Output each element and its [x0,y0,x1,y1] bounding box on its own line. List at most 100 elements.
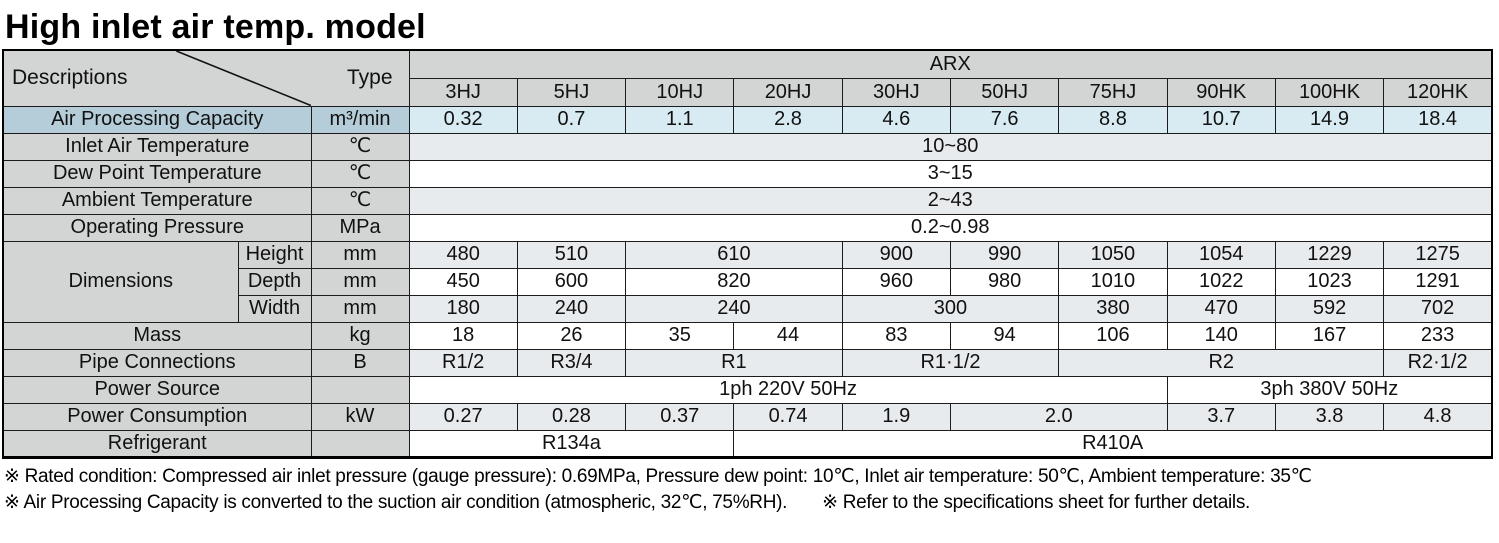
model-header-30hj: 30HJ [841,77,951,107]
value-cell: 1ph 220V 50Hz [408,375,1168,404]
value-cell: 960 [841,267,951,296]
spec-row-pipe-connections: Pipe Connections B R1/2 R3/4 R1 R1·1/2 R2 R2·1/… [2,348,1493,377]
row-label-pipe-connections: Pipe Connections [2,348,312,377]
row-label-air-processing-capacity: Air Processing Capacity [2,105,312,134]
value-cell: 1.1 [625,105,735,134]
spec-table-head: Descriptions Type ARX 3HJ 5HJ 10HJ 20HJ 30HJ… [2,49,1493,107]
row-unit-dimensions-depth: mm [310,267,410,296]
spec-table: Descriptions Type ARX 3HJ 5HJ 10HJ 20HJ 30HJ… [2,49,1493,459]
model-header-10hj: 10HJ [625,77,735,107]
value-cell: R1 [625,348,843,377]
descriptions-label: Descriptions [12,66,128,90]
row-unit-refrigerant [310,429,410,458]
brand-header-row: Descriptions Type ARX [2,49,1493,107]
spec-row-dimensions-depth: Depth mm 450 600 820 960 980 1010 1022 1023 1291 [3,267,1493,296]
value-cell: 2.8 [733,105,843,134]
spec-row-ambient-temperature: Ambient Temperature ℃ 2~43 [2,186,1493,215]
row-unit-inlet-air-temperature: ℃ [310,132,410,161]
value-cell: 1023 [1274,267,1385,296]
row-label-inlet-air-temperature: Inlet Air Temperature [2,132,312,161]
model-header-5hj: 5HJ [516,77,627,107]
value-cell: 0.7 [516,105,627,134]
row-label-power-consumption: Power Consumption [2,402,312,431]
value-cell: 610 [625,240,843,269]
value-cell: 240 [625,294,843,323]
value-cell: 180 [408,294,518,323]
spec-row-dew-point-temperature: Dew Point Temperature ℃ 3~15 [2,159,1493,188]
value-cell: 3.7 [1166,402,1276,431]
value-cell: 1054 [1166,240,1276,269]
row-label-dew-point-temperature: Dew Point Temperature [2,159,312,188]
spec-row-operating-pressure: Operating Pressure MPa 0.2~0.98 [2,213,1493,242]
value-cell: 450 [408,267,518,296]
value-cell: 1010 [1058,267,1168,296]
value-cell: 3.8 [1274,402,1385,431]
value-cell: 1050 [1058,240,1168,269]
row-unit-dimensions-height: mm [310,240,410,269]
value-cell: 480 [408,240,518,269]
footnote-line-2: ※ Air Processing Capacity is converted t… [4,490,1499,516]
value-cell: 4.6 [841,105,951,134]
footnote-rated-condition: ※ Rated condition: Compressed air inlet … [4,465,1312,487]
row-unit-operating-pressure: MPa [310,213,410,242]
value-cell: 510 [516,240,627,269]
value-cell: 0.28 [516,402,627,431]
diagonal-divider-line [176,51,312,105]
footnote-capacity-conversion: ※ Air Processing Capacity is converted t… [4,491,788,513]
value-cell: 14.9 [1274,105,1385,134]
row-sublabel-width: Width [237,294,312,323]
value-cell: 300 [841,294,1060,323]
model-header-3hj: 3HJ [408,77,518,107]
row-sublabel-depth: Depth [237,267,312,296]
value-cell: 820 [625,267,843,296]
value-cell: R1/2 [408,348,518,377]
model-header-75hj: 75HJ [1058,77,1168,107]
value-cell: 7.6 [949,105,1060,134]
value-cell: 0.27 [408,402,518,431]
spec-row-mass: Mass kg 18 26 35 44 83 94 106 140 167 233 [2,321,1493,350]
value-cell: 380 [1058,294,1168,323]
value-cell: R1·1/2 [841,348,1060,377]
value-cell: 1275 [1383,240,1493,269]
row-label-ambient-temperature: Ambient Temperature [2,186,312,215]
value-cell: 3~15 [408,159,1493,188]
value-cell: 18 [408,321,518,350]
value-cell: 140 [1166,321,1276,350]
model-header-50hj: 50HJ [949,77,1060,107]
value-cell: 1022 [1166,267,1276,296]
value-cell: R134a [408,429,735,458]
value-cell: 0.74 [733,402,843,431]
spec-row-dimensions-height: Dimensions Height mm 480 510 610 900 990 1050 105… [2,240,1493,323]
row-unit-dew-point-temperature: ℃ [310,159,410,188]
value-cell: 980 [949,267,1060,296]
value-cell: 1.9 [841,402,951,431]
value-cell: 592 [1274,294,1385,323]
row-sublabel-height: Height [237,240,312,269]
value-cell: 35 [625,321,735,350]
brand-cell: ARX [408,49,1493,79]
value-cell: R3/4 [516,348,627,377]
value-cell: 900 [841,240,951,269]
model-header-20hj: 20HJ [733,77,843,107]
value-cell: 1291 [1383,267,1493,296]
value-cell: 702 [1383,294,1493,323]
value-cell: 0.32 [408,105,518,134]
footnotes: ※ Rated condition: Compressed air inlet … [4,464,1499,516]
value-cell: 10.7 [1166,105,1276,134]
value-cell: 8.8 [1058,105,1168,134]
value-cell: 233 [1383,321,1493,350]
row-label-mass: Mass [2,321,312,350]
value-cell: 0.2~0.98 [408,213,1493,242]
value-cell: 990 [949,240,1060,269]
value-cell: 3ph 380V 50Hz [1166,375,1493,404]
value-cell: 600 [516,267,627,296]
value-cell: 2~43 [408,186,1493,215]
value-cell: 44 [733,321,843,350]
value-cell: 1229 [1274,240,1385,269]
value-cell: R410A [733,429,1493,458]
value-cell: R2 [1058,348,1385,377]
page-title: High inlet air temp. model [5,8,426,46]
value-cell: 470 [1166,294,1276,323]
row-unit-pipe-connections: B [310,348,410,377]
value-cell: 10~80 [408,132,1493,161]
